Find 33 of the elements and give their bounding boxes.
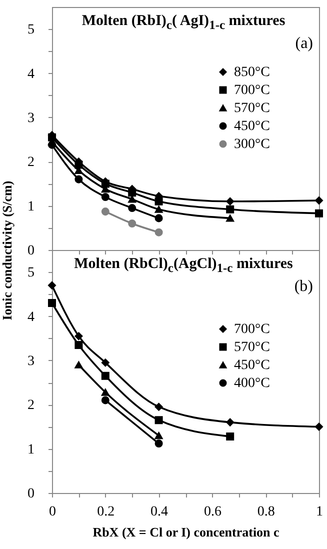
legend-label: 700°C xyxy=(234,83,270,98)
y-tick-label: 1 xyxy=(28,442,34,458)
legend-label: 700°C xyxy=(234,322,270,337)
y-tick-label: 0 xyxy=(28,244,34,258)
x-tick-label: 0.4 xyxy=(150,504,168,520)
y-tick-label: 2 xyxy=(28,155,34,170)
y-tick-label: 2 xyxy=(28,398,34,414)
x-axis-title: RbX (X = Cl or I) concentration c xyxy=(92,524,280,540)
y-tick-label: 3 xyxy=(28,110,34,126)
y-tick-label: 5 xyxy=(28,266,34,281)
y-tick-label: 0 xyxy=(28,486,34,502)
y-axis-title: Ionic conductivity (S/cm) xyxy=(0,180,14,320)
y-tick-label: 5 xyxy=(28,22,34,38)
legend-label: 450°C xyxy=(234,358,270,373)
x-tick-label: 0.6 xyxy=(204,504,222,520)
x-tick-label: 1 xyxy=(316,504,323,520)
annotation: (b) xyxy=(294,278,313,296)
x-tick-label: 0.8 xyxy=(257,504,275,520)
legend-label: 850°C xyxy=(234,65,270,80)
annotation: (a) xyxy=(295,35,313,53)
legend-label: 400°C xyxy=(234,376,270,391)
y-tick-label: 4 xyxy=(28,66,34,82)
y-tick-label: 1 xyxy=(28,199,34,214)
y-tick-label: 3 xyxy=(28,354,34,369)
legend-label: 300°C xyxy=(234,137,270,152)
legend-label: 570°C xyxy=(234,340,270,355)
x-tick-label: 0.2 xyxy=(97,504,115,520)
text: Molten (RbCl)$_{c}$(AgCl)$_{1-c}$ mixtures xyxy=(74,256,293,276)
legend-label: 570°C xyxy=(234,101,270,116)
x-tick-label: 0 xyxy=(49,504,56,520)
y-tick-label: 4 xyxy=(28,310,34,325)
text: Molten (RbI)$_{c}$( AgI)$_{1-c}$ mixtures xyxy=(82,13,286,33)
legend-label: 450°C xyxy=(234,119,270,134)
